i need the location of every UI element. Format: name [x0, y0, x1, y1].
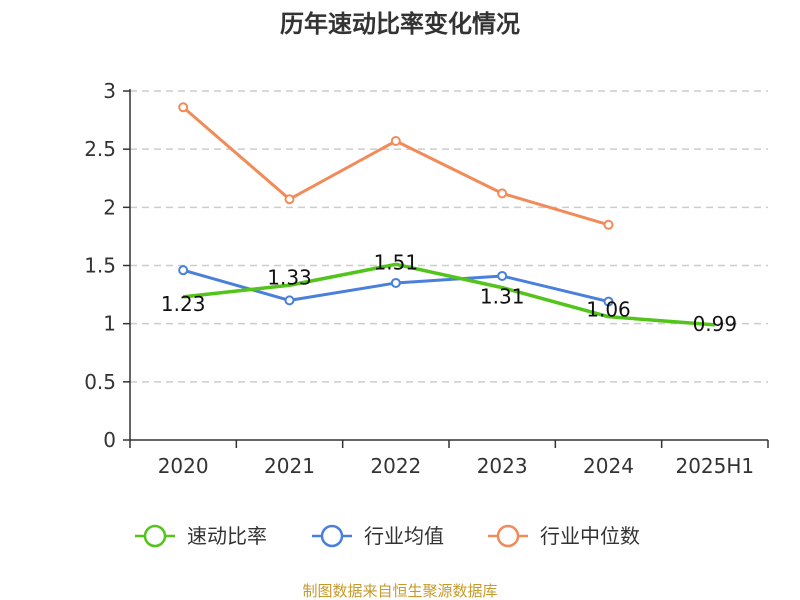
y-tick-label: 2 [103, 195, 116, 219]
data-labels: 1.23 1.33 1.51 1.31 1.06 0.99 [161, 250, 737, 335]
x-tick-label: 2024 [583, 454, 634, 478]
legend-label: 速动比率 [187, 524, 267, 548]
axes: 0 0.5 1 1.5 2 2.5 3 2020 2021 2022 2023 2024 2025H1 [84, 79, 769, 478]
y-tick-label: 2.5 [84, 137, 116, 161]
y-tick-label: 0.5 [84, 370, 116, 394]
y-tick-label: 0 [103, 428, 116, 452]
y-tick-label: 1 [103, 312, 116, 336]
chart-title: 历年速动比率变化情况 [280, 10, 520, 38]
grid [130, 90, 768, 383]
data-point [603, 219, 614, 230]
x-tick-label: 2021 [264, 454, 315, 478]
data-label: 1.31 [480, 285, 525, 309]
legend-marker [143, 524, 167, 548]
series-line [182, 262, 715, 327]
data-label: 1.23 [161, 292, 206, 316]
data-point [390, 277, 401, 288]
series-layer [178, 102, 715, 327]
x-tick-label: 2023 [477, 454, 528, 478]
data-point [284, 194, 295, 205]
data-point [603, 296, 614, 307]
legend-marker [320, 524, 344, 548]
legend-label: 行业中位数 [540, 524, 640, 548]
x-tick-label: 2022 [370, 454, 421, 478]
data-point [178, 265, 189, 276]
data-point [497, 188, 508, 199]
data-point [390, 136, 401, 147]
data-point [284, 295, 295, 306]
legend-label: 行业均值 [364, 524, 444, 548]
y-tick-label: 1.5 [84, 254, 116, 278]
data-label: 1.33 [267, 265, 312, 289]
data-label: 1.06 [586, 298, 631, 322]
x-tick-label: 2025H1 [675, 454, 754, 478]
source-note: 制图数据来自恒生聚源数据库 [302, 582, 497, 600]
legend: 速动比率 行业均值 行业中位数 [135, 524, 640, 548]
x-tick-label: 2020 [158, 454, 209, 478]
data-point [497, 270, 508, 281]
data-label: 0.99 [693, 312, 738, 336]
data-point [178, 102, 189, 113]
legend-marker [496, 524, 520, 548]
y-tick-label: 3 [103, 79, 116, 103]
data-label: 1.51 [374, 250, 419, 274]
